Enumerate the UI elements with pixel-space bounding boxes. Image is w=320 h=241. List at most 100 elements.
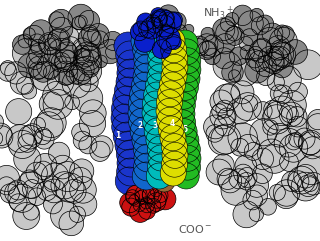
Circle shape [42,179,66,203]
Circle shape [44,47,60,63]
Circle shape [152,83,174,105]
Circle shape [228,123,257,152]
Circle shape [29,62,46,80]
Circle shape [288,82,308,101]
Circle shape [147,17,163,33]
Circle shape [127,114,147,134]
Circle shape [10,71,33,94]
Circle shape [211,124,241,154]
Circle shape [0,62,17,81]
Circle shape [167,49,178,60]
Circle shape [26,162,47,184]
Circle shape [234,93,262,120]
Circle shape [28,188,46,206]
Circle shape [106,45,120,59]
Circle shape [128,99,156,127]
Circle shape [156,98,182,124]
Circle shape [153,170,175,192]
Circle shape [173,127,199,154]
Circle shape [294,164,317,188]
Circle shape [306,114,320,137]
Circle shape [159,72,185,98]
Circle shape [9,194,27,211]
Circle shape [129,131,149,151]
Circle shape [20,170,38,188]
Circle shape [113,122,141,150]
Circle shape [145,73,172,99]
Circle shape [162,151,188,177]
Circle shape [111,95,140,123]
Circle shape [155,66,177,88]
Circle shape [133,71,153,91]
Circle shape [273,180,300,206]
Circle shape [267,96,297,126]
Circle shape [159,10,174,26]
Circle shape [55,173,84,202]
Circle shape [275,186,298,209]
Circle shape [162,46,188,72]
Text: 3: 3 [152,121,158,130]
Circle shape [59,211,84,236]
Circle shape [133,199,146,212]
Circle shape [159,14,179,34]
Circle shape [192,39,206,54]
Circle shape [212,104,227,119]
Circle shape [0,126,13,148]
Circle shape [158,81,184,107]
Circle shape [226,13,239,26]
Circle shape [142,91,168,117]
Circle shape [54,61,78,85]
Circle shape [18,34,32,48]
Circle shape [151,127,173,149]
Circle shape [201,27,214,41]
Circle shape [215,34,235,54]
Circle shape [113,86,141,114]
Circle shape [129,108,157,136]
Circle shape [35,130,54,149]
Circle shape [245,58,270,83]
Circle shape [146,198,161,213]
Circle shape [18,54,42,78]
Circle shape [210,90,233,113]
Circle shape [112,113,140,141]
Circle shape [154,49,176,71]
Circle shape [147,189,167,208]
Circle shape [147,193,166,211]
Circle shape [272,57,292,78]
Circle shape [154,75,176,97]
Circle shape [254,102,272,120]
Circle shape [130,81,158,109]
Circle shape [229,47,248,65]
Circle shape [74,45,90,61]
Circle shape [147,37,173,63]
Circle shape [277,26,294,43]
Circle shape [175,57,201,83]
Circle shape [250,119,277,146]
Circle shape [253,38,271,57]
Circle shape [125,190,140,204]
Circle shape [135,32,155,52]
Circle shape [18,134,36,152]
Circle shape [51,172,78,199]
Circle shape [204,115,228,139]
Circle shape [75,15,87,28]
Circle shape [219,170,242,193]
Circle shape [0,177,15,195]
Circle shape [146,46,164,63]
Circle shape [280,153,298,171]
Circle shape [139,202,156,219]
Circle shape [140,198,154,213]
Circle shape [50,17,73,40]
Circle shape [274,128,303,157]
Circle shape [285,133,302,150]
Circle shape [144,82,170,108]
Circle shape [132,126,160,154]
Circle shape [62,50,75,63]
Circle shape [26,52,44,70]
Circle shape [266,36,291,60]
Circle shape [98,40,122,64]
Circle shape [150,185,162,197]
Circle shape [173,163,199,189]
Circle shape [274,85,292,104]
Circle shape [16,77,34,94]
